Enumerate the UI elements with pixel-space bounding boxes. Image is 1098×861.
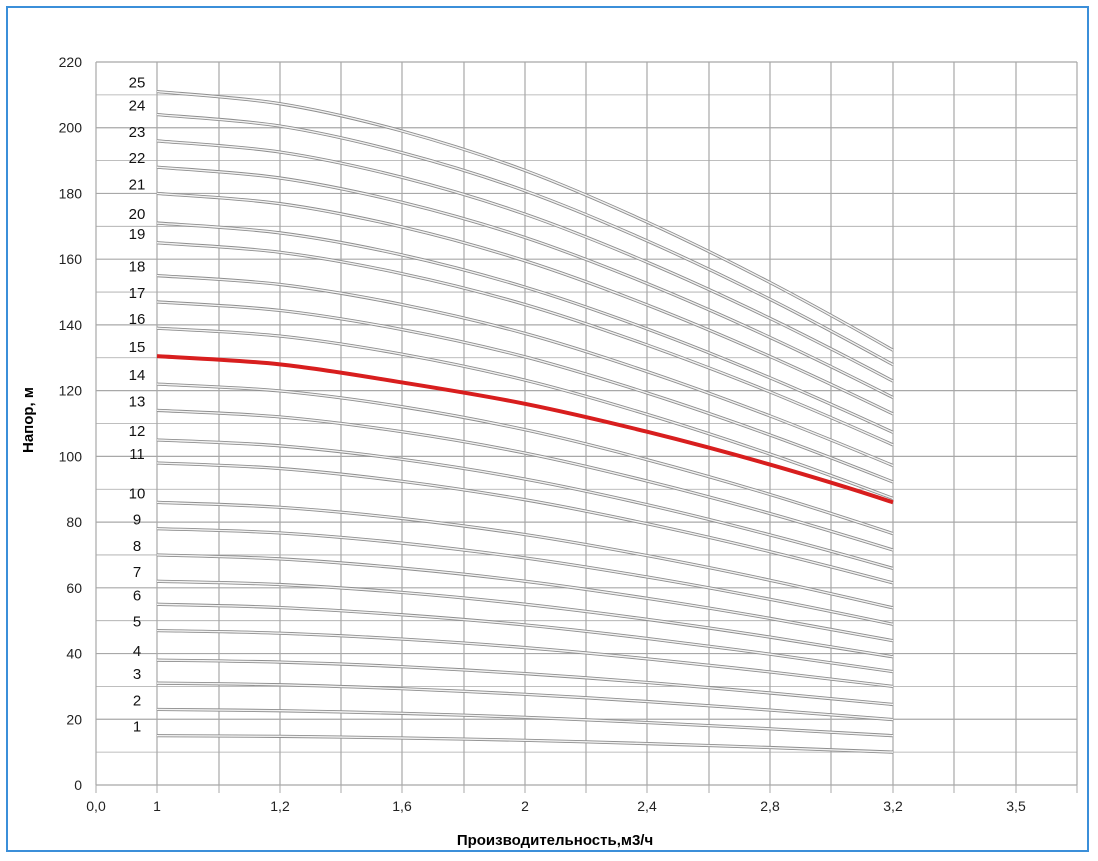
curve-labels: 1234567891011121314151617181920212223242… [129,75,146,736]
curve-label-5: 5 [133,614,141,631]
curve-17 [156,301,894,483]
curve-24 [156,113,894,366]
curve-15-highlight [156,354,894,505]
curve-label-21: 21 [129,176,146,193]
curve-label-6: 6 [133,587,141,604]
curve-12 [156,439,894,570]
y-tick-label: 0 [74,777,82,793]
curve-label-16: 16 [129,311,146,328]
y-tick-label: 20 [66,711,82,727]
y-axis-title: Напор, м [20,387,37,453]
y-tick-label: 220 [59,54,83,70]
x-tick-label: 2,8 [760,798,780,814]
x-axis-title: Производительность,м3/ч [457,832,653,849]
curve-16 [156,327,894,500]
x-tick-label: 2,4 [637,798,657,814]
y-tick-label: 180 [59,185,83,201]
y-tick-label: 40 [66,646,82,662]
curve-7 [156,580,894,658]
curve-9 [156,527,894,625]
y-tick-label: 60 [66,580,82,596]
curve-label-24: 24 [129,98,146,115]
curve-label-1: 1 [133,719,141,736]
curve-19 [156,242,894,446]
curve-label-20: 20 [129,206,146,223]
curve-label-4: 4 [133,643,141,660]
curve-2 [156,708,894,737]
y-tick-label: 100 [59,448,83,464]
curve-23 [156,140,894,382]
curve-1 [156,735,894,753]
curve-10 [156,501,894,609]
curve-label-18: 18 [129,259,146,276]
curve-label-15: 15 [129,339,146,356]
grid-lines [95,61,1078,793]
x-tick-label: 1,6 [392,798,412,814]
curve-20 [156,222,894,434]
y-tick-label: 80 [66,514,82,530]
curve-label-13: 13 [129,393,146,410]
x-tick-label: 3,2 [883,798,903,814]
y-tick-label: 120 [59,383,83,399]
curve-label-25: 25 [129,75,146,92]
x-tick-label: 2 [521,798,529,814]
curve-label-22: 22 [129,150,146,167]
curve-label-10: 10 [129,485,146,502]
y-axis-ticks: 0 20 40 60 80 100 120 140 160 180 200 220 [59,54,83,793]
x-tick-label: 0,0 [86,798,106,814]
curve-25 [156,90,894,351]
curve-18 [156,274,894,467]
curve-22 [156,166,894,399]
curve-5 [156,629,894,688]
y-tick-label: 200 [59,120,83,136]
curve-label-19: 19 [129,226,146,243]
curve-label-11: 11 [129,446,145,463]
y-tick-label: 160 [59,251,83,267]
curve-label-12: 12 [129,423,146,440]
curve-series [156,89,894,754]
x-tick-label: 3,5 [1006,798,1026,814]
y-tick-label: 140 [59,317,83,333]
curve-label-14: 14 [129,367,146,384]
curve-label-23: 23 [129,124,146,141]
curve-4 [156,659,894,706]
x-tick-label: 1 [153,798,161,814]
curve-label-8: 8 [133,538,141,555]
curve-label-2: 2 [133,692,141,709]
curve-8 [156,554,894,642]
curve-label-3: 3 [133,666,141,683]
x-axis-ticks: 0,0 1 1,2 1,6 2 2,4 2,8 3,2 3,5 [86,798,1026,814]
curve-6 [156,603,894,673]
curve-label-9: 9 [133,512,141,529]
curve-13 [156,409,894,551]
x-tick-label: 1,2 [270,798,290,814]
curve-11 [156,462,894,584]
curve-label-17: 17 [129,285,146,302]
curve-3 [156,682,894,721]
curve-21 [156,192,894,415]
curve-14 [156,383,894,535]
curve-label-7: 7 [133,564,141,581]
